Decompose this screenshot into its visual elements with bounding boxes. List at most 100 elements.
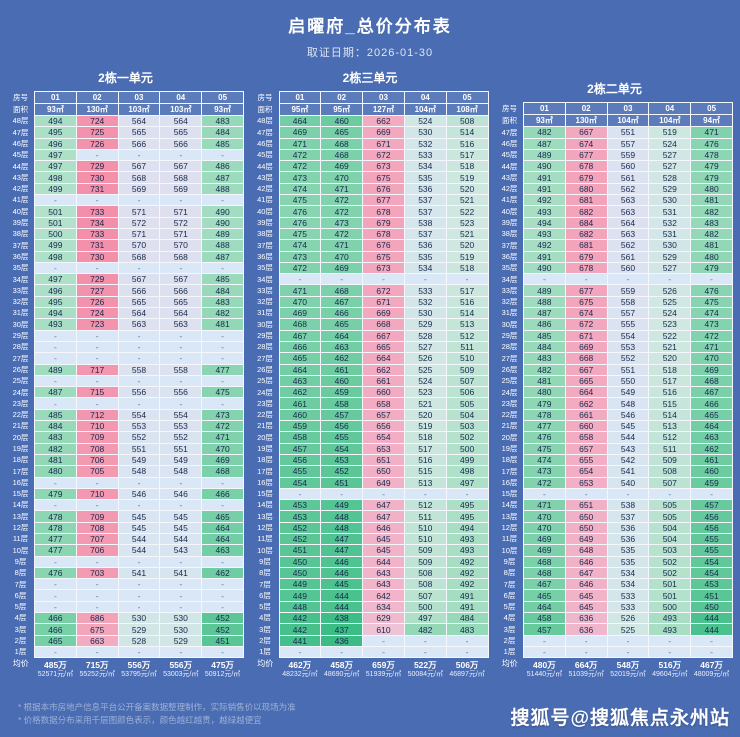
table-row: 13层 478 709 545 545 465 bbox=[7, 510, 244, 523]
empty-cell: - bbox=[278, 645, 322, 659]
price-cell: 664 bbox=[564, 386, 608, 399]
empty-cell: - bbox=[403, 273, 447, 286]
price-cell: 572 bbox=[117, 216, 161, 229]
floor-label: 24层 bbox=[12, 387, 29, 397]
empty-cell: - bbox=[117, 340, 161, 354]
price-cell: 729 bbox=[75, 273, 119, 286]
price-cell: 448 bbox=[320, 510, 364, 523]
table-row: 46层 471 468 671 532 516 bbox=[252, 137, 489, 150]
price-cell: 474 bbox=[523, 453, 566, 467]
price-cell: 525 bbox=[648, 295, 692, 309]
price-cell: 559 bbox=[606, 284, 650, 297]
unit-header-cell: 01 bbox=[34, 91, 77, 104]
price-cell: 656 bbox=[362, 420, 405, 433]
price-cell: 455 bbox=[320, 431, 364, 444]
price-cell: 643 bbox=[362, 578, 405, 591]
table-row: 33层 496 727 566 566 484 bbox=[7, 284, 244, 297]
price-cell: 567 bbox=[159, 273, 203, 286]
empty-cell: - bbox=[117, 555, 161, 568]
price-cell: 634 bbox=[362, 600, 405, 614]
price-cell: 441 bbox=[278, 634, 322, 647]
price-cell: 468 bbox=[523, 566, 566, 580]
average-unit-price: 52571元/㎡ bbox=[37, 671, 74, 679]
price-cell: 493 bbox=[34, 318, 77, 331]
floor-label: 47层 bbox=[257, 127, 273, 137]
floor-label: 2层 bbox=[14, 636, 27, 646]
price-cell: 552 bbox=[117, 431, 161, 444]
floor-label: 16层 bbox=[257, 477, 273, 487]
floor-label: 17层 bbox=[257, 466, 273, 476]
table-row: 23层 479 662 548 515 466 bbox=[496, 397, 733, 410]
average-unit-price: 53795元/㎡ bbox=[121, 671, 157, 679]
area-header-cell: 103㎡ bbox=[159, 103, 203, 116]
empty-cell: - bbox=[564, 645, 608, 659]
floor-label: 12层 bbox=[501, 523, 518, 533]
floor-label: 20层 bbox=[257, 432, 273, 442]
empty-cell: - bbox=[564, 273, 608, 286]
price-cell: 530 bbox=[648, 194, 692, 207]
price-cell: 522 bbox=[445, 205, 489, 218]
price-cell: 464 bbox=[201, 521, 244, 534]
price-cell: 518 bbox=[445, 160, 489, 173]
table-row: 16层 472 653 540 507 459 bbox=[496, 476, 733, 489]
table-row: 5层 - - - - - bbox=[7, 600, 244, 614]
price-cell: 511 bbox=[648, 442, 692, 455]
price-cell: 645 bbox=[362, 532, 405, 546]
floor-label: 42层 bbox=[501, 184, 518, 194]
empty-cell: - bbox=[362, 645, 405, 659]
price-cell: 518 bbox=[648, 363, 692, 376]
floor-label: 35层 bbox=[12, 263, 29, 273]
price-cell: 476 bbox=[278, 205, 322, 218]
price-cell: 572 bbox=[159, 216, 203, 229]
price-cell: 484 bbox=[34, 420, 77, 433]
price-cell: 708 bbox=[75, 442, 119, 455]
floor-label: 30层 bbox=[501, 319, 518, 329]
price-cell: 467 bbox=[278, 329, 322, 342]
floor-label: 32层 bbox=[257, 297, 273, 307]
price-cell: 452 bbox=[278, 532, 322, 546]
table-row: 7层 467 646 534 501 453 bbox=[496, 578, 733, 591]
certification-date: 取证日期：2026-01-30 bbox=[0, 44, 740, 60]
price-cell: 661 bbox=[564, 408, 608, 422]
price-cell: 505 bbox=[648, 510, 692, 523]
price-cell: 509 bbox=[403, 544, 447, 557]
price-cell: 650 bbox=[362, 465, 405, 478]
price-cell: 663 bbox=[75, 634, 119, 647]
price-cell: 466 bbox=[201, 487, 244, 501]
price-cell: 529 bbox=[403, 318, 447, 331]
price-cell: 506 bbox=[445, 386, 489, 399]
price-cell: 654 bbox=[362, 431, 405, 444]
price-cell: 451 bbox=[278, 544, 322, 557]
area-header-cell: 127㎡ bbox=[362, 103, 405, 116]
average-cell: 480万 51440元/㎡ bbox=[524, 658, 566, 687]
price-cell: 669 bbox=[564, 340, 608, 354]
price-cell: 472 bbox=[320, 227, 364, 241]
price-cell: 509 bbox=[648, 453, 692, 467]
price-cell: 571 bbox=[159, 205, 203, 218]
floor-label: 44层 bbox=[12, 161, 29, 171]
floor-label: 1层 bbox=[259, 647, 271, 657]
price-cell: 557 bbox=[606, 307, 650, 320]
price-cell: 636 bbox=[564, 623, 608, 636]
price-cell: 478 bbox=[523, 408, 566, 422]
price-cell: 675 bbox=[75, 623, 119, 636]
table-row: 9层 468 646 535 502 454 bbox=[496, 555, 733, 568]
floor-label: 20层 bbox=[12, 432, 29, 442]
price-cell: 470 bbox=[320, 171, 364, 184]
empty-cell: - bbox=[117, 194, 161, 207]
price-cell: 473 bbox=[320, 216, 364, 229]
table-row: 4层 442 438 629 497 484 bbox=[252, 612, 489, 625]
table-row: 45层 472 468 672 533 517 bbox=[252, 148, 489, 162]
floor-label: 24层 bbox=[257, 387, 273, 397]
price-cell: 461 bbox=[690, 453, 733, 467]
price-cell: 658 bbox=[362, 397, 405, 410]
price-cell: 482 bbox=[201, 307, 244, 320]
table-row: 32层 495 726 565 565 483 bbox=[7, 295, 244, 309]
price-cell: 561 bbox=[606, 250, 650, 263]
price-cell: 501 bbox=[34, 205, 77, 218]
price-cell: 475 bbox=[278, 227, 322, 241]
table-row: 35层 490 678 560 527 479 bbox=[496, 261, 733, 275]
price-cell: 556 bbox=[117, 386, 161, 399]
price-cell: 442 bbox=[278, 612, 322, 625]
price-cell: 644 bbox=[362, 555, 405, 568]
